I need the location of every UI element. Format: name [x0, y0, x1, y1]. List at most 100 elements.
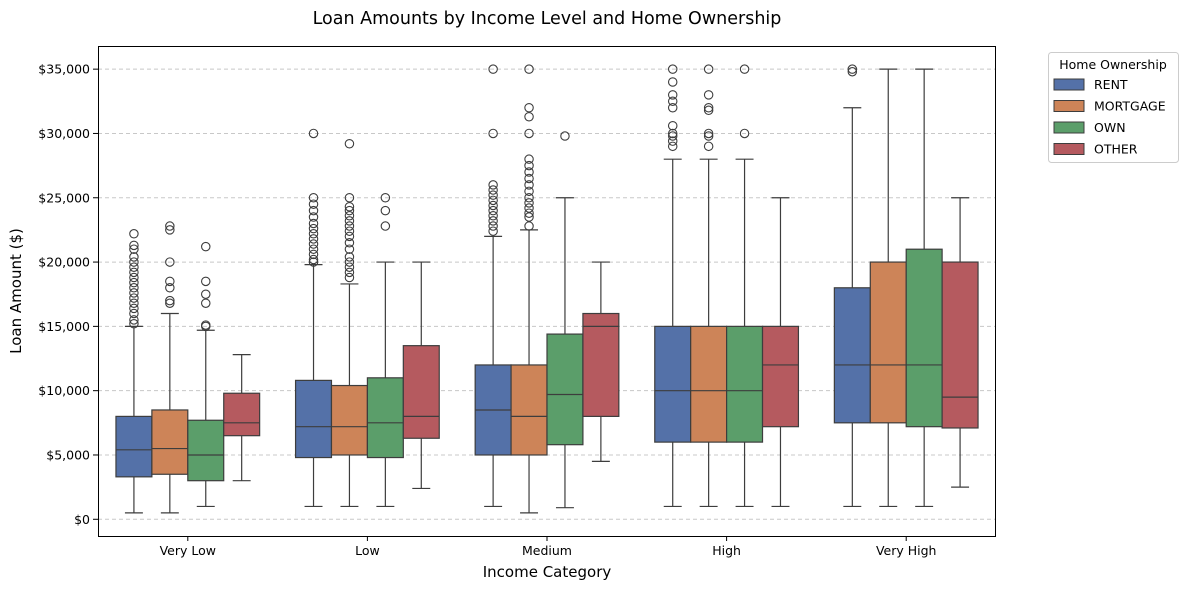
outlier-point: [380, 221, 391, 231]
outlier-point: [488, 128, 498, 139]
outlier-point: [165, 298, 175, 308]
outlier-point: [524, 160, 534, 171]
outlier-point: [667, 96, 678, 107]
chart-title: Loan Amounts by Income Level and Home Ow…: [313, 9, 782, 29]
iqr-box: [223, 392, 261, 437]
iqr-box: [833, 287, 871, 424]
outlier-point: [129, 288, 139, 298]
y-tick-label: $30,000: [38, 126, 90, 141]
outlier-point: [524, 193, 534, 203]
outlier-point: [308, 212, 319, 222]
outlier-point: [165, 257, 175, 267]
y-tick-label: $5,000: [46, 447, 90, 462]
outlier-point: [488, 205, 498, 216]
outlier-point: [308, 254, 319, 265]
outlier-point: [308, 244, 319, 254]
outlier-point: [201, 320, 211, 330]
x-tick-label: Low: [355, 543, 380, 558]
outlier-point: [703, 102, 714, 113]
iqr-box: [402, 345, 440, 439]
box-mortgage-very-low: [151, 221, 189, 514]
y-tick-label: $15,000: [38, 319, 90, 334]
legend-swatch-other: [1053, 143, 1085, 155]
outlier-point: [739, 64, 750, 74]
outlier-point: [129, 257, 139, 267]
iqr-box: [294, 379, 333, 459]
outlier-point: [488, 211, 498, 221]
box-own-very-low: [187, 241, 225, 508]
iqr-box: [869, 261, 907, 424]
y-tick-label: $10,000: [38, 383, 90, 398]
legend: Home Ownership RENT MORTGAGE OWN OTHER: [1048, 52, 1179, 163]
outlier-point: [380, 193, 391, 203]
outlier-point: [129, 293, 139, 303]
outlier-point: [667, 64, 678, 74]
outlier-point: [524, 198, 534, 208]
iqr-box: [690, 325, 728, 443]
iqr-box: [546, 333, 584, 446]
outlier-point: [129, 308, 139, 319]
outlier-point: [344, 211, 355, 221]
iqr-box: [725, 325, 764, 443]
outlier-point: [524, 102, 534, 113]
outlier-point: [129, 240, 139, 251]
box-mortgage-high: [690, 64, 728, 508]
outlier-point: [560, 131, 570, 141]
outlier-point: [344, 221, 355, 231]
outlier-point: [129, 244, 139, 254]
outlier-point: [667, 131, 678, 141]
legend-label-mortgage: MORTGAGE: [1094, 99, 1166, 114]
outlier-point: [847, 64, 858, 74]
outlier-point: [344, 216, 355, 226]
outlier-point: [524, 167, 534, 177]
outlier-point: [308, 218, 319, 229]
box-mortgage-medium: [510, 64, 548, 514]
outlier-point: [524, 221, 534, 231]
legend-label-other: OTHER: [1094, 142, 1138, 157]
outlier-point: [344, 193, 355, 203]
iqr-box: [366, 377, 404, 459]
outlier-point: [308, 193, 319, 203]
outlier-point: [165, 295, 175, 306]
box-own-high: [725, 64, 764, 508]
outlier-point: [524, 212, 534, 222]
outlier-point: [488, 64, 498, 74]
outlier-point: [667, 77, 678, 87]
plot-area: [115, 64, 979, 514]
outlier-point: [344, 202, 355, 212]
outlier-point: [129, 298, 139, 308]
outlier-point: [344, 231, 355, 242]
outlier-point: [344, 238, 355, 248]
box-rent-low: [294, 128, 333, 508]
outlier-point: [129, 229, 139, 239]
box-mortgage-low: [330, 138, 369, 508]
legend-swatch-rent: [1053, 78, 1085, 91]
outlier-point: [847, 66, 858, 77]
outlier-point: [201, 241, 211, 252]
legend-label-rent: RENT: [1094, 77, 1128, 92]
y-tick-label: $35,000: [38, 62, 90, 77]
outlier-point: [344, 252, 355, 262]
outlier-point: [344, 262, 355, 272]
box-rent-high: [654, 64, 692, 508]
outlier-point: [165, 283, 175, 293]
iqr-box: [151, 409, 189, 475]
box-own-low: [366, 193, 404, 508]
outlier-point: [308, 223, 319, 234]
outlier-point: [201, 298, 211, 308]
x-tick-label: Very Low: [160, 543, 216, 558]
outlier-point: [308, 239, 319, 249]
box-other-very-low: [223, 354, 261, 482]
y-tick-label: $20,000: [38, 255, 90, 270]
outlier-point: [667, 90, 678, 100]
outlier-point: [308, 199, 319, 209]
outlier-point: [129, 283, 139, 293]
iqr-box: [330, 384, 369, 456]
outlier-point: [667, 141, 678, 152]
outlier-point: [129, 272, 139, 283]
outlier-point: [488, 226, 498, 236]
legend-title: Home Ownership: [1059, 57, 1167, 72]
outlier-point: [703, 128, 714, 139]
y-tick-label: $25,000: [38, 190, 90, 205]
